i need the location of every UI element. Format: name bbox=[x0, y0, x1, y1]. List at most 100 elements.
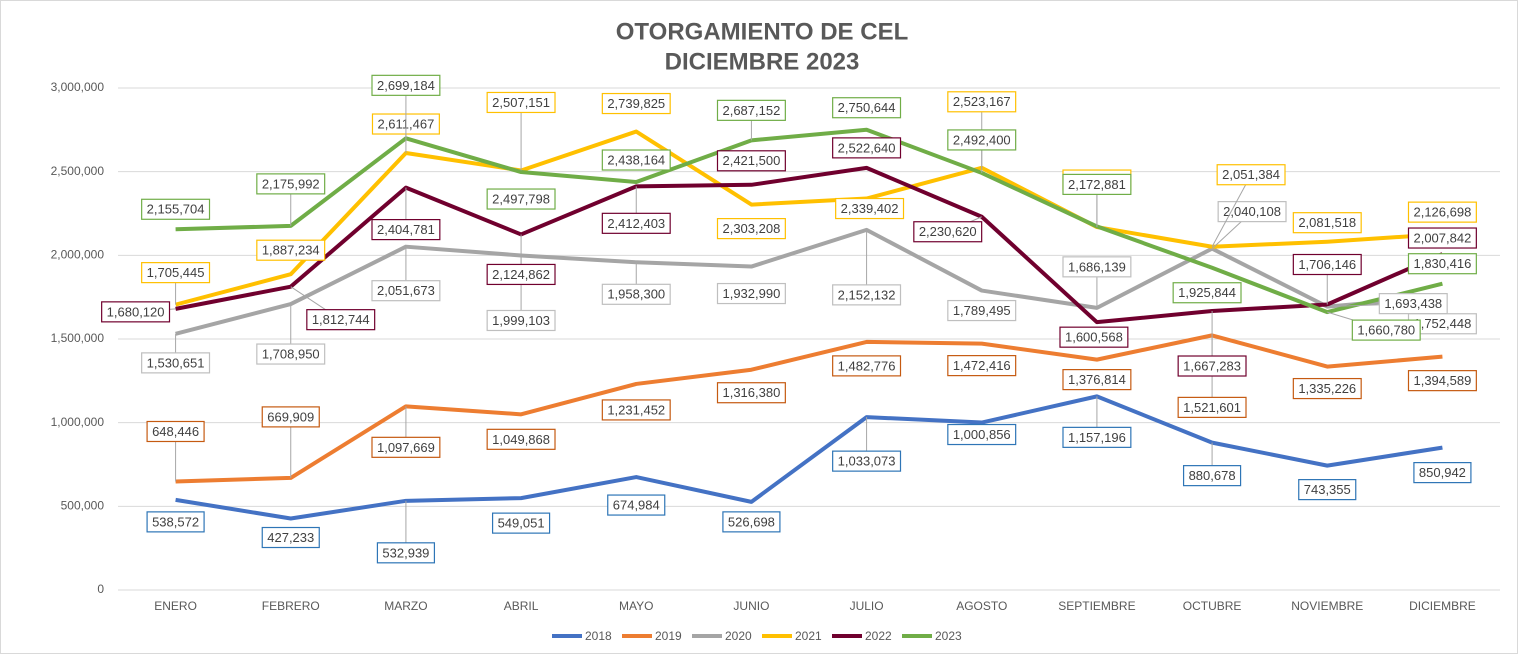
data-label-box bbox=[1216, 164, 1286, 186]
data-label-text: 648,446 bbox=[152, 424, 199, 439]
data-label: 1,686,139 bbox=[1062, 256, 1132, 278]
data-label-box bbox=[601, 399, 671, 421]
data-label-text: 1,999,103 bbox=[492, 313, 550, 328]
data-label: 1,316,380 bbox=[716, 382, 786, 404]
data-label: 1,705,445 bbox=[141, 262, 211, 284]
legend-label: 2023 bbox=[935, 629, 962, 643]
data-label-box bbox=[1182, 465, 1242, 487]
data-label-box bbox=[832, 284, 902, 306]
data-label: 1,472,416 bbox=[947, 355, 1017, 377]
data-label-text: 2,172,881 bbox=[1068, 177, 1126, 192]
data-label: 1,706,146 bbox=[1292, 253, 1362, 276]
y-tick-label: 500,000 bbox=[61, 499, 105, 513]
data-label-box bbox=[1413, 462, 1472, 484]
x-tick-label: SEPTIEMBRE bbox=[1058, 599, 1135, 613]
data-label-text: 2,687,152 bbox=[722, 103, 780, 118]
data-label-text: 1,667,283 bbox=[1183, 358, 1241, 373]
data-label-box bbox=[1407, 201, 1477, 223]
data-label: 1,932,990 bbox=[716, 282, 786, 305]
data-label: 1,530,651 bbox=[141, 352, 211, 374]
data-label-box bbox=[832, 97, 902, 119]
data-label: 1,752,448 bbox=[1407, 313, 1477, 335]
data-label: 549,051 bbox=[491, 512, 551, 534]
data-label-text: 1,335,226 bbox=[1298, 381, 1356, 396]
data-label-box bbox=[306, 309, 376, 331]
data-label: 1,693,438 bbox=[1378, 293, 1448, 315]
data-label-text: 1,049,868 bbox=[492, 432, 550, 447]
data-label-text: 2,699,184 bbox=[377, 78, 435, 93]
x-tick-label: ABRIL bbox=[504, 599, 539, 613]
data-label-box bbox=[716, 282, 786, 305]
data-label-box bbox=[101, 301, 171, 323]
data-label-box bbox=[1062, 369, 1132, 391]
data-label: 2,303,208 bbox=[716, 217, 786, 240]
data-label-box bbox=[722, 511, 781, 533]
series-line bbox=[175, 129, 1443, 307]
y-tick-label: 2,000,000 bbox=[51, 248, 105, 262]
data-label-box bbox=[947, 129, 1017, 151]
data-label-text: 1,932,990 bbox=[722, 286, 780, 301]
data-label: 1,335,226 bbox=[1292, 377, 1362, 400]
data-label-text: 1,482,776 bbox=[838, 358, 896, 373]
data-label-box bbox=[261, 526, 320, 549]
x-tick-label: MARZO bbox=[384, 599, 427, 613]
data-label-box bbox=[1177, 355, 1247, 377]
data-label-text: 1,231,452 bbox=[607, 402, 665, 417]
data-label: 1,812,744 bbox=[306, 309, 376, 331]
data-label-box bbox=[1351, 319, 1421, 341]
data-label: 2,687,152 bbox=[716, 99, 786, 121]
data-label: 2,404,781 bbox=[371, 218, 441, 241]
data-label: 2,339,402 bbox=[835, 197, 905, 220]
data-label-text: 674,984 bbox=[613, 497, 660, 512]
data-label: 1,708,950 bbox=[256, 343, 326, 365]
data-label-box bbox=[716, 382, 786, 404]
data-label-text: 538,572 bbox=[152, 514, 199, 529]
data-label-text: 1,686,139 bbox=[1068, 259, 1126, 274]
data-label-box bbox=[146, 420, 205, 443]
data-label-text: 2,081,518 bbox=[1298, 215, 1356, 230]
data-label-box bbox=[716, 99, 786, 121]
data-label: 648,446 bbox=[146, 420, 205, 443]
data-label-text: 2,492,400 bbox=[953, 132, 1011, 147]
data-label-box bbox=[1062, 256, 1132, 278]
data-label: 526,698 bbox=[722, 511, 781, 533]
chart-subtitle: DICIEMBRE 2023 bbox=[665, 48, 860, 75]
data-label-text: 2,126,698 bbox=[1413, 205, 1471, 220]
data-label: 1,660,780 bbox=[1351, 319, 1421, 341]
data-label: 2,155,704 bbox=[141, 198, 211, 220]
data-label-text: 1,376,814 bbox=[1068, 372, 1126, 387]
data-label-box bbox=[832, 137, 902, 159]
data-label-text: 2,152,132 bbox=[838, 287, 896, 302]
legend-label: 2020 bbox=[725, 629, 752, 643]
data-label-text: 2,230,620 bbox=[919, 224, 977, 239]
data-label-box bbox=[1062, 173, 1132, 196]
data-label-text: 1,752,448 bbox=[1413, 316, 1471, 331]
data-label: 2,438,164 bbox=[601, 149, 671, 171]
data-label: 1,157,196 bbox=[1062, 426, 1132, 448]
data-label-text: 2,412,403 bbox=[607, 216, 665, 231]
data-label-text: 1,706,146 bbox=[1298, 257, 1356, 272]
data-label: 1,925,844 bbox=[1172, 282, 1242, 304]
data-label-text: 2,421,500 bbox=[722, 153, 780, 168]
data-label-text: 1,600,568 bbox=[1065, 330, 1123, 345]
data-label-text: 1,394,589 bbox=[1413, 373, 1471, 388]
data-label-box bbox=[371, 74, 441, 96]
data-label: 532,939 bbox=[376, 542, 436, 564]
data-label-box bbox=[376, 542, 436, 564]
data-label-box bbox=[947, 299, 1017, 322]
data-label-box bbox=[1298, 479, 1357, 501]
data-label-box bbox=[1407, 253, 1477, 275]
data-label-text: 1,660,780 bbox=[1357, 323, 1415, 338]
data-label: 1,667,283 bbox=[1177, 355, 1247, 377]
data-label-text: 2,497,798 bbox=[492, 191, 550, 206]
data-label: 2,172,881 bbox=[1062, 173, 1132, 196]
data-label-box bbox=[1177, 396, 1247, 418]
series-line bbox=[175, 165, 1444, 325]
data-label-box bbox=[486, 309, 556, 332]
data-label-text: 2,124,862 bbox=[492, 267, 550, 282]
data-label-box bbox=[256, 343, 326, 365]
data-label-box bbox=[141, 198, 211, 220]
data-label-box bbox=[486, 428, 556, 450]
